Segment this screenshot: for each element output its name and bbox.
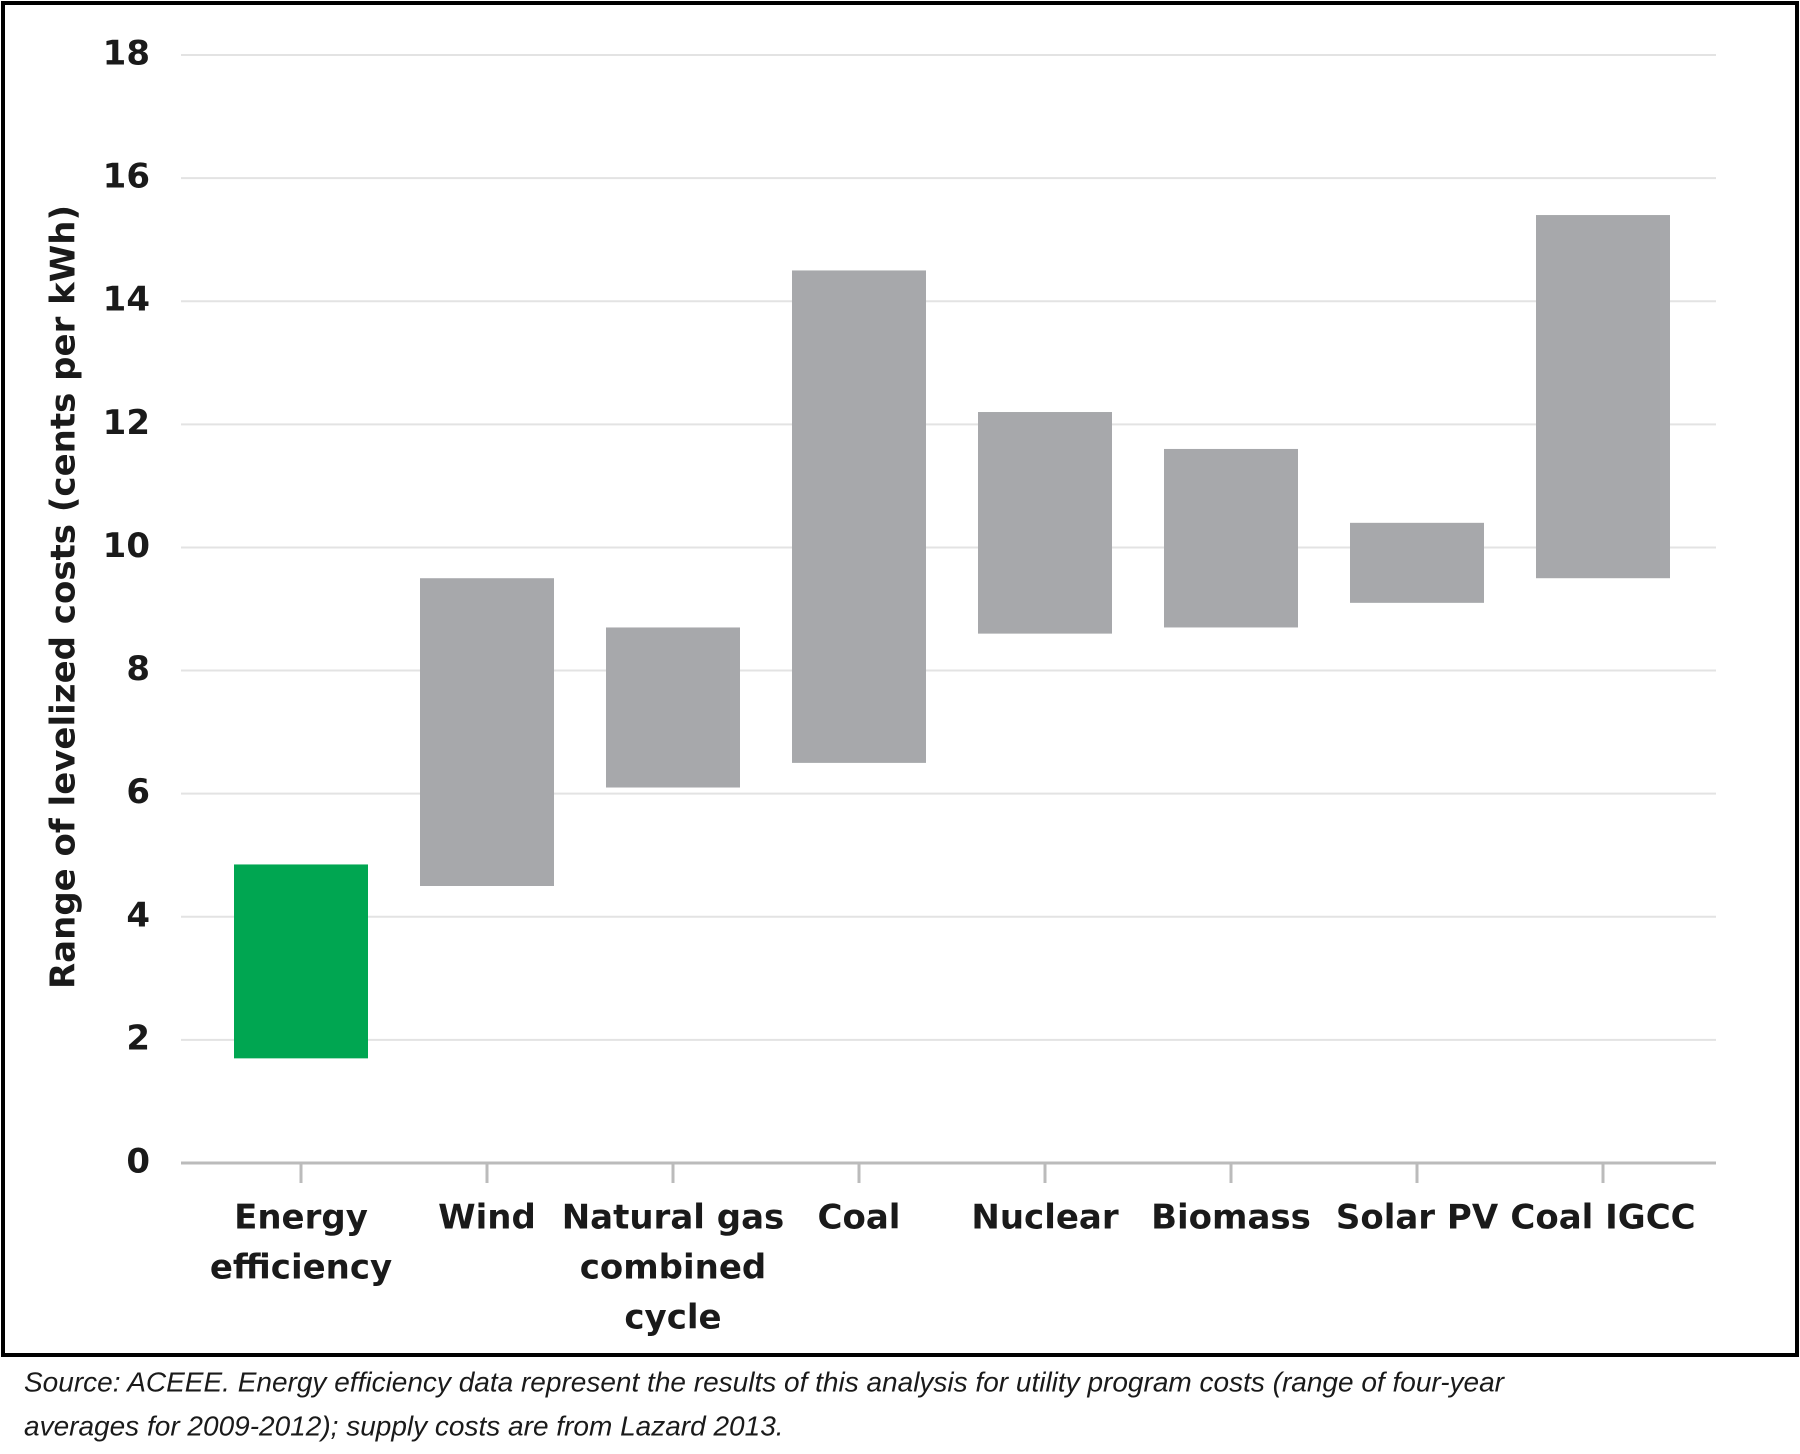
y-tick-label: 4 [126, 895, 150, 935]
x-tick-label: combined [580, 1248, 767, 1288]
bar [792, 270, 926, 763]
y-tick-label: 6 [126, 772, 150, 812]
source-note: averages for 2009-2012); supply costs ar… [24, 1410, 784, 1441]
x-tick-label: Coal [818, 1198, 901, 1238]
y-tick-label: 14 [103, 280, 150, 320]
y-tick-label: 0 [126, 1142, 150, 1182]
y-tick-label: 16 [103, 157, 150, 197]
y-tick-label: 2 [126, 1018, 150, 1058]
chart-frame [1, 1, 1799, 1357]
y-tick-label: 8 [126, 649, 150, 689]
x-tick-label: Solar PV [1336, 1198, 1499, 1238]
bar [606, 627, 740, 788]
bar [420, 578, 554, 886]
x-tick-label: Wind [438, 1198, 536, 1238]
x-tick-label: cycle [624, 1298, 721, 1338]
bar [978, 412, 1112, 634]
bar [1164, 448, 1298, 628]
x-tick-label: Energy [234, 1198, 368, 1238]
x-tick-label: efficiency [210, 1248, 392, 1288]
bar [1350, 522, 1484, 603]
bar [1536, 215, 1670, 579]
y-axis-label: Range of levelized costs (cents per kWh) [44, 205, 84, 989]
bar [234, 864, 368, 1059]
y-tick-label: 10 [103, 526, 150, 566]
source-note: Source: ACEEE. Energy efficiency data re… [24, 1366, 1506, 1397]
x-tick-label: Natural gas [562, 1198, 785, 1238]
x-tick-label: Biomass [1151, 1198, 1311, 1238]
x-tick-label: Coal IGCC [1510, 1198, 1695, 1238]
y-tick-label: 12 [103, 403, 150, 443]
x-tick-label: Nuclear [971, 1198, 1118, 1238]
y-tick-label: 18 [103, 34, 150, 74]
